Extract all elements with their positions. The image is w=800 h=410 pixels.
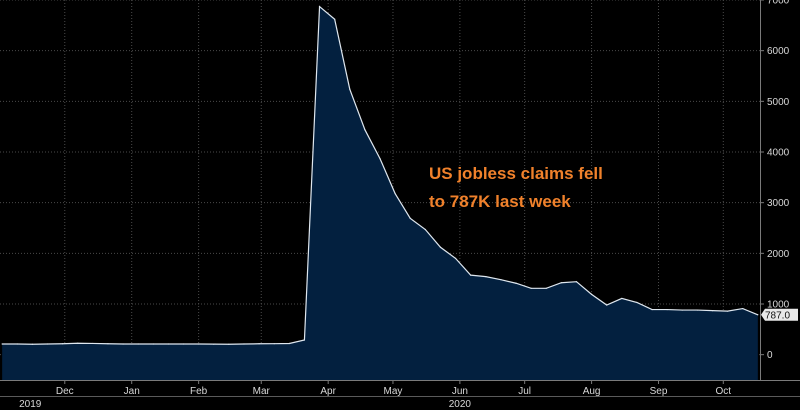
annotation: US jobless claims fell to 787K last week bbox=[429, 164, 603, 211]
data-point bbox=[651, 308, 653, 311]
data-point bbox=[757, 314, 759, 316]
data-point bbox=[545, 287, 547, 289]
x-tick-label: Sep bbox=[650, 386, 668, 397]
data-point bbox=[500, 279, 502, 281]
data-point bbox=[424, 228, 426, 231]
data-point bbox=[182, 343, 185, 345]
data-point bbox=[318, 5, 321, 8]
x-tick-label: Oct bbox=[716, 386, 732, 397]
data-point bbox=[77, 342, 79, 344]
data-point bbox=[31, 343, 33, 345]
data-point bbox=[409, 217, 411, 219]
data-point bbox=[470, 274, 472, 276]
data-point bbox=[575, 281, 578, 283]
data-point bbox=[62, 343, 64, 345]
x-tick-label: Dec bbox=[56, 386, 74, 397]
data-point bbox=[439, 246, 442, 248]
data-point bbox=[334, 18, 336, 20]
x-tick-label: Jun bbox=[452, 386, 468, 397]
x-tick-label: May bbox=[384, 386, 403, 397]
data-point bbox=[137, 343, 139, 345]
data-point bbox=[727, 310, 729, 312]
last-value-marker: 787.0 bbox=[761, 308, 798, 321]
y-tick-label: 4000 bbox=[767, 148, 790, 159]
x-tick-label: Jan bbox=[124, 386, 140, 397]
year-label: 2020 bbox=[449, 399, 472, 410]
y-tick-label: 7000 bbox=[767, 0, 790, 7]
data-point bbox=[303, 339, 306, 341]
last-value-box bbox=[761, 308, 798, 321]
y-tick-labels: 0 1000 2000 3000 4000 5000 6000 7000 bbox=[760, 0, 790, 361]
x-tick-label: Feb bbox=[190, 386, 208, 397]
data-point bbox=[92, 342, 94, 345]
y-tick-label: 2000 bbox=[767, 249, 790, 260]
annotation-line-1: US jobless claims fell bbox=[429, 164, 603, 183]
data-point bbox=[1, 343, 3, 345]
x-tick-label: Jul bbox=[518, 386, 531, 397]
data-point bbox=[711, 309, 714, 312]
data-point bbox=[636, 301, 638, 304]
data-point bbox=[454, 257, 457, 259]
data-point bbox=[485, 276, 487, 278]
annotation-line-2: to 787K last week bbox=[429, 192, 571, 211]
data-point bbox=[46, 343, 49, 345]
data-point bbox=[666, 308, 668, 311]
data-point bbox=[515, 282, 517, 284]
axes bbox=[0, 0, 800, 397]
data-point bbox=[530, 287, 532, 289]
data-point bbox=[107, 343, 109, 345]
data-point bbox=[349, 88, 351, 90]
y-tick-label: 0 bbox=[767, 350, 773, 361]
data-point bbox=[16, 343, 18, 345]
data-point bbox=[288, 342, 290, 345]
data-point bbox=[258, 343, 260, 345]
data-point bbox=[696, 309, 698, 311]
year-label: 2019 bbox=[19, 399, 42, 410]
data-point bbox=[167, 343, 170, 345]
data-point bbox=[681, 309, 683, 311]
data-point bbox=[243, 343, 245, 345]
data-point bbox=[273, 343, 275, 345]
data-point bbox=[606, 304, 608, 306]
series-area bbox=[2, 6, 758, 381]
data-point bbox=[122, 343, 124, 345]
last-value-label: 787.0 bbox=[765, 310, 790, 321]
year-labels: 2019 2020 bbox=[19, 399, 471, 410]
data-point bbox=[364, 129, 366, 131]
y-tick-label: 3000 bbox=[767, 198, 790, 209]
y-tick-label: 1000 bbox=[767, 300, 790, 311]
y-tick-label: 6000 bbox=[767, 46, 790, 57]
grid-lines bbox=[0, 0, 760, 380]
data-point bbox=[213, 343, 215, 345]
x-tick-label: Aug bbox=[583, 386, 601, 397]
data-point bbox=[198, 343, 200, 345]
data-point bbox=[394, 192, 396, 195]
x-tick-labels: Dec Jan Feb Mar Apr May Jun Jul Aug Sep Oct bbox=[56, 380, 731, 397]
area-layer bbox=[1, 5, 759, 381]
data-point bbox=[228, 343, 230, 345]
y-tick-label: 5000 bbox=[767, 97, 790, 108]
data-point bbox=[621, 297, 623, 300]
x-tick-label: Mar bbox=[253, 386, 271, 397]
data-point bbox=[379, 157, 381, 160]
x-tick-label: Apr bbox=[320, 386, 336, 397]
data-point bbox=[590, 293, 593, 295]
data-point bbox=[742, 307, 744, 310]
data-point bbox=[152, 343, 154, 345]
data-point bbox=[560, 282, 562, 284]
